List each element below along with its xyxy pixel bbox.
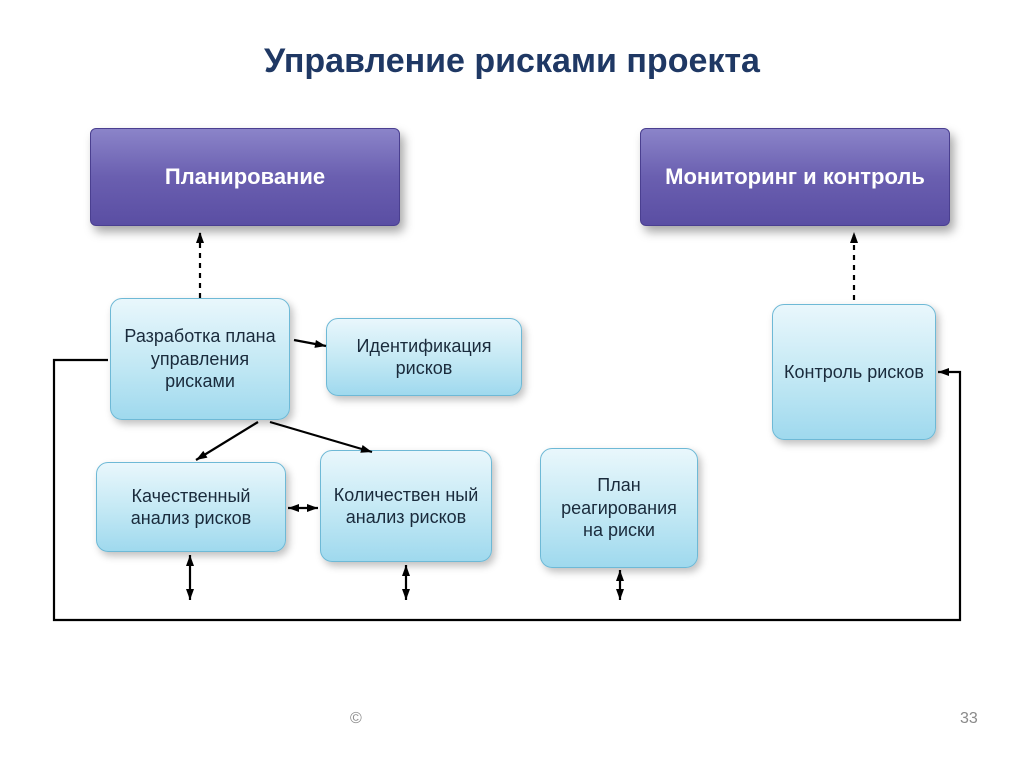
footer-copyright: © xyxy=(350,710,362,728)
node-identification: Идентификация рисков xyxy=(326,318,522,396)
header-monitoring: Мониторинг и контроль xyxy=(640,128,950,226)
node-response-plan: План реагирования на риски xyxy=(540,448,698,568)
node-dev-plan: Разработка плана управления рисками xyxy=(110,298,290,420)
header-planning: Планирование xyxy=(90,128,400,226)
node-control: Контроль рисков xyxy=(772,304,936,440)
footer-page-number: 33 xyxy=(960,710,978,728)
node-quantitative: Количествен ный анализ рисков xyxy=(320,450,492,562)
slide-title: Управление рисками проекта xyxy=(0,42,1024,81)
node-qualitative: Качественный анализ рисков xyxy=(96,462,286,552)
